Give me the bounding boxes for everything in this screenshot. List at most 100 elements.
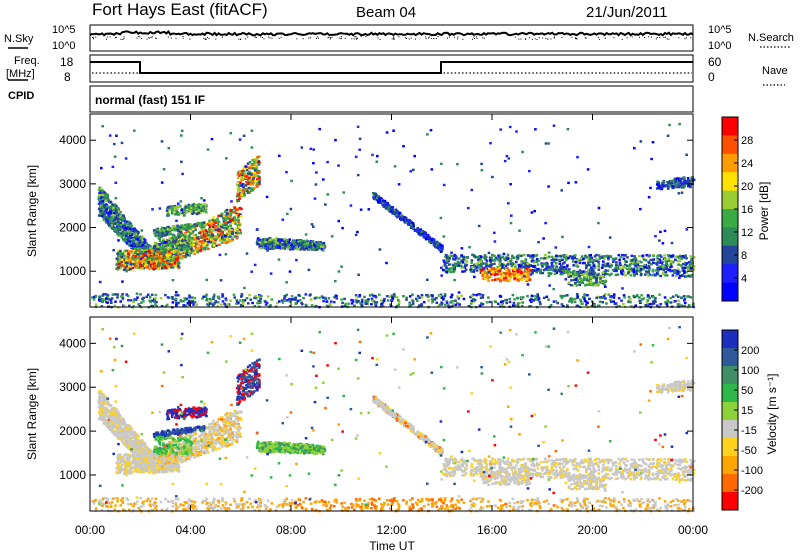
data-cell [595,258,598,261]
data-cell [458,261,462,264]
data-cell [568,270,571,273]
data-cell [649,258,653,262]
data-cell [659,274,662,278]
data-cell [137,235,140,239]
data-cell [118,252,122,255]
data-cell [226,240,229,244]
data-cell [169,255,173,259]
data-cell [574,260,578,264]
data-cell [177,243,181,247]
data-cell [225,237,229,240]
data-cell [163,256,167,260]
data-cell [669,263,673,266]
data-cell [404,218,407,221]
data-cell [214,230,218,233]
data-cell [119,300,122,303]
nsearch-point [525,38,527,40]
data-cell [606,272,610,276]
nsearch-point [329,38,331,40]
data-cell [245,189,249,192]
data-cell [273,246,276,249]
data-cell [182,248,185,251]
data-cell [656,255,659,258]
data-cell [680,177,684,180]
data-cell [638,296,641,299]
nsearch-point [182,37,184,39]
data-cell [247,182,250,186]
data-cell [445,259,449,262]
data-cell [525,273,529,276]
data-cell [382,205,386,208]
data-cell [208,227,211,230]
data-cell [159,231,162,235]
data-cell [157,263,161,267]
data-cell [256,302,259,305]
data-cell [681,255,685,258]
data-cell [239,181,242,185]
data-cell [117,223,120,227]
data-cell [152,254,156,257]
data-cell [247,179,250,182]
data-cell [295,246,298,249]
data-cell [504,265,508,268]
data-cell [476,262,479,265]
data-cell [665,274,669,277]
data-cell [571,257,575,260]
nsearch-point [425,38,427,40]
data-cell [689,260,693,263]
data-cell [139,237,143,240]
data-cell [166,212,170,216]
data-cell [203,248,206,251]
data-cell [172,247,176,250]
data-cell [420,304,424,308]
data-cell [484,277,487,281]
data-cell [220,237,223,240]
data-cell [185,234,189,238]
data-cell [167,251,171,255]
data-cell [178,205,181,208]
data-cell [113,213,116,217]
data-cell [672,260,675,264]
nsearch-point [149,37,151,39]
data-cell [250,175,254,179]
data-cell [496,302,500,305]
data-cell [141,243,145,247]
data-cell [204,240,208,244]
data-cell [172,240,175,243]
data-cell [202,227,206,231]
data-cell [469,268,472,272]
data-cell [650,263,653,266]
data-cell [584,276,588,279]
data-cell [168,233,171,236]
data-cell [171,250,174,253]
data-cell [101,193,104,196]
data-cell [101,207,104,211]
freq-panel [89,54,694,83]
data-cell [243,167,246,171]
data-cell [583,261,586,265]
data-cell [668,269,672,272]
data-cell [316,240,320,244]
data-cell [176,233,180,236]
data-cell [576,258,579,262]
data-cell [516,273,519,277]
data-cell [186,249,189,252]
data-cell [673,184,677,187]
data-cell [116,263,119,266]
data-cell [493,259,497,262]
data-cell [247,186,251,190]
data-cell [189,230,193,233]
data-cell [287,240,290,244]
nsearch-point [428,37,429,39]
data-cell [681,269,685,272]
data-cell [203,238,206,242]
data-cell [125,293,128,296]
data-cell [515,260,518,264]
nsearch-point [531,38,533,40]
data-cell [158,230,162,233]
data-cell [645,272,649,275]
data-cell [212,225,215,228]
data-cell [248,160,252,164]
data-cell [616,273,620,276]
data-cell [106,205,109,208]
